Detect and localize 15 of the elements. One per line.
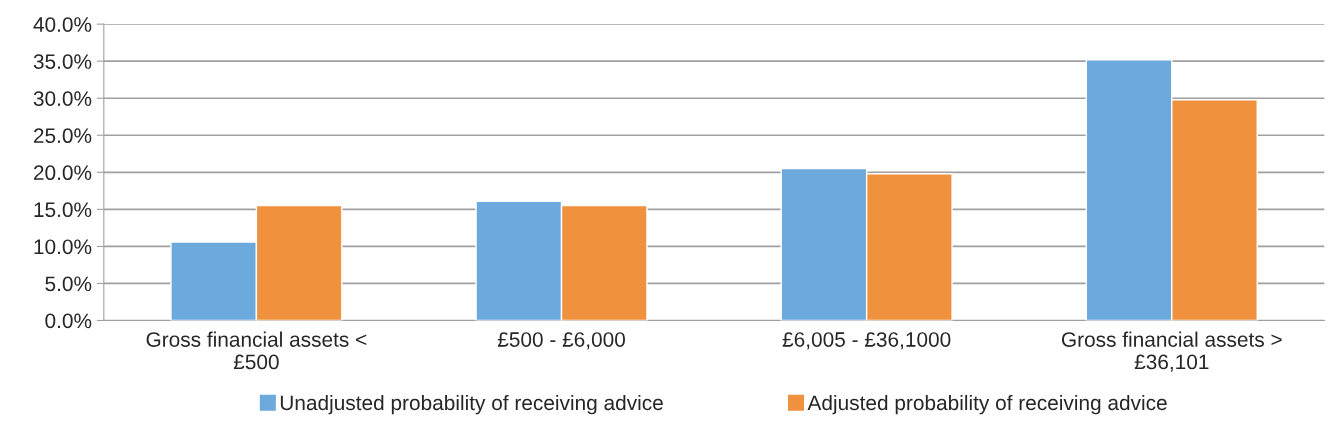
y-tick-label: 0.0% — [45, 313, 92, 329]
y-tick-label: 25.0% — [33, 128, 92, 144]
x-tick-label: £500 - £6,000 — [497, 332, 625, 350]
y-tick-label: 15.0% — [34, 202, 92, 218]
legend-label: Adjusted probability of receiving advice — [807, 394, 1167, 415]
y-tick-label: 5.0% — [45, 276, 92, 292]
y-tick-label: 30.0% — [33, 91, 92, 106]
y-tick-label: 35.0% — [33, 54, 92, 69]
legend-label: Unadjusted probability of receiving advice — [280, 394, 663, 415]
y-tick-label: 10.0% — [34, 239, 92, 255]
x-tick-label: £6,005 - £36,1000 — [782, 332, 951, 350]
y-tick-label: 40.0% — [33, 17, 92, 32]
y-tick-label: 20.0% — [33, 165, 92, 181]
x-tick-label: Gross financial assets > £36,101 — [1061, 331, 1282, 372]
x-tick-label: Gross financial assets < £500 — [146, 331, 367, 370]
